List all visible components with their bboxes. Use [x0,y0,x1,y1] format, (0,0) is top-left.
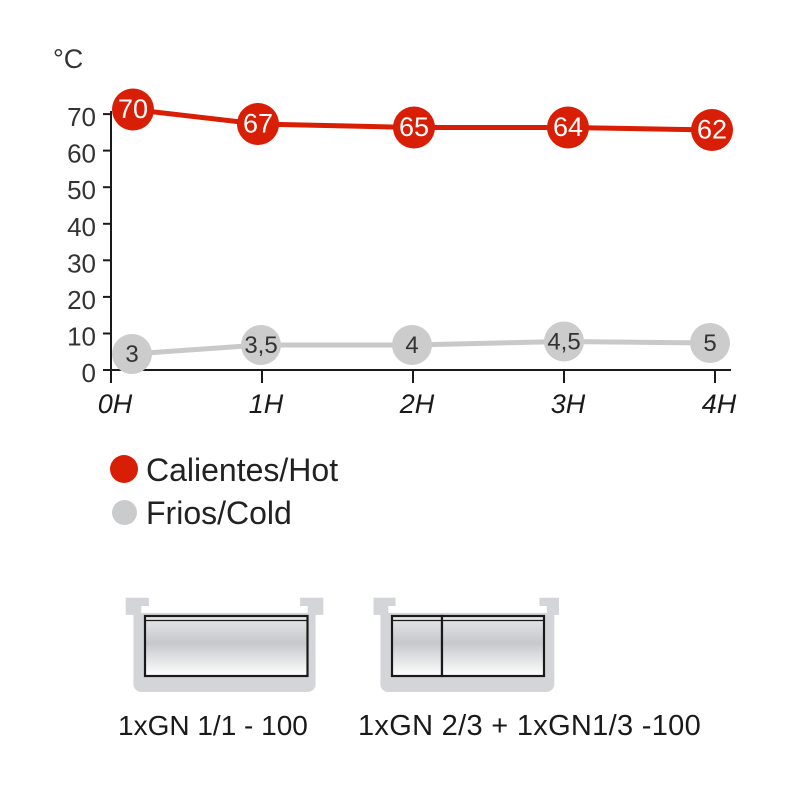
svg-text:64: 64 [553,112,583,142]
svg-text:65: 65 [399,112,429,142]
svg-text:60: 60 [67,139,96,169]
svg-text:67: 67 [243,109,273,139]
svg-text:3,5: 3,5 [244,332,277,359]
svg-text:3: 3 [125,341,138,368]
svg-text:2H: 2H [399,389,435,419]
svg-text:5: 5 [703,330,716,357]
svg-text:4: 4 [405,332,418,359]
svg-text:1H: 1H [249,389,284,419]
svg-text:4,5: 4,5 [547,329,580,356]
svg-text:°C: °C [53,44,83,74]
svg-text:70: 70 [118,94,148,124]
svg-text:40: 40 [67,212,96,242]
svg-text:0: 0 [82,358,96,388]
svg-text:10: 10 [67,322,96,352]
svg-text:70: 70 [67,102,96,132]
svg-text:30: 30 [67,248,96,278]
svg-text:3H: 3H [551,389,586,419]
svg-text:0H: 0H [98,389,133,419]
svg-text:20: 20 [67,285,96,315]
svg-text:4H: 4H [702,389,737,419]
svg-text:62: 62 [697,115,727,145]
svg-text:50: 50 [67,175,96,205]
